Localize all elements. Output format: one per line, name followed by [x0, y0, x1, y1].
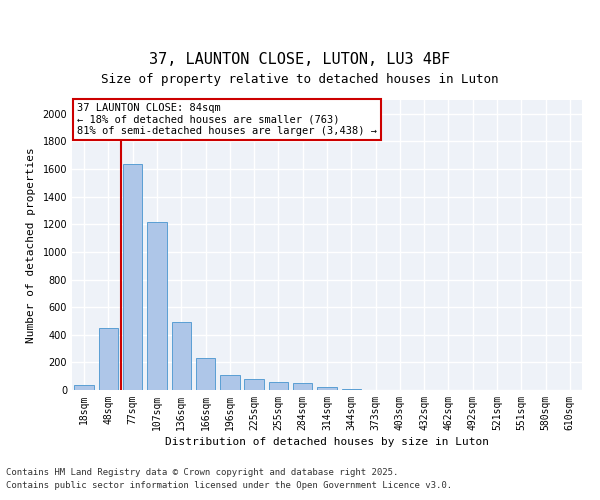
Bar [220, 375, 239, 390]
Bar [293, 383, 313, 390]
Bar [123, 164, 142, 390]
Text: 37, LAUNTON CLOSE, LUTON, LU3 4BF: 37, LAUNTON CLOSE, LUTON, LU3 4BF [149, 52, 451, 68]
Bar [244, 379, 264, 390]
Bar [196, 358, 215, 390]
Bar [99, 328, 118, 390]
X-axis label: Distribution of detached houses by size in Luton: Distribution of detached houses by size … [165, 437, 489, 447]
Text: Size of property relative to detached houses in Luton: Size of property relative to detached ho… [101, 74, 499, 86]
Bar [317, 387, 337, 390]
Text: Contains HM Land Registry data © Crown copyright and database right 2025.: Contains HM Land Registry data © Crown c… [6, 468, 398, 477]
Bar [74, 385, 94, 390]
Bar [172, 322, 191, 390]
Y-axis label: Number of detached properties: Number of detached properties [26, 147, 35, 343]
Bar [147, 222, 167, 390]
Text: Contains public sector information licensed under the Open Government Licence v3: Contains public sector information licen… [6, 480, 452, 490]
Text: 37 LAUNTON CLOSE: 84sqm
← 18% of detached houses are smaller (763)
81% of semi-d: 37 LAUNTON CLOSE: 84sqm ← 18% of detache… [77, 103, 377, 136]
Bar [269, 382, 288, 390]
